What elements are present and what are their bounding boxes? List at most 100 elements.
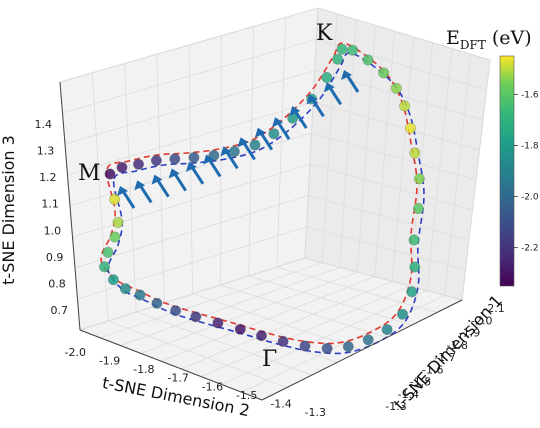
data-point [190, 311, 202, 323]
z-tick-label: 1.2 [39, 171, 57, 184]
data-point [413, 173, 425, 185]
colorbar-title: EDFT (eV) [446, 27, 532, 52]
data-point [212, 317, 224, 329]
grid-line [136, 311, 313, 376]
data-point [381, 324, 393, 336]
arrow-head [220, 146, 232, 157]
data-point [390, 82, 402, 94]
z-tick-label: 0.7 [51, 304, 69, 317]
grid-line [124, 63, 137, 313]
x-tick-label: -1.6 [422, 363, 443, 376]
arrow-shaft [121, 190, 136, 209]
arrow-shaft [259, 131, 274, 151]
grid-line [100, 262, 323, 339]
arrow-head [323, 82, 335, 93]
z-axis-line [59, 81, 81, 331]
z-tick-label: 1.4 [35, 118, 53, 131]
label-M: M [78, 161, 101, 186]
grid-line [91, 72, 109, 322]
arrow-shaft [328, 86, 343, 106]
data-point [104, 168, 116, 180]
data-point [362, 54, 374, 66]
grid-line [160, 276, 375, 362]
grid-line [220, 284, 388, 338]
grid-line [339, 19, 357, 268]
x-tick-label: -1.7 [434, 351, 455, 364]
y-tick-labels: -2.0 -1.9 -1.8 -1.7 -1.6 -1.5 -1.4 -1.3 [65, 346, 326, 419]
x-tick-label: -1.8 [447, 339, 468, 352]
colorbar-tick-label: -1.6 [521, 90, 539, 100]
grid-line [461, 59, 491, 301]
colorbar [499, 55, 515, 287]
data-point [362, 334, 374, 346]
z-axis-label: t-SNE Dimension 3 [0, 135, 18, 285]
data-point [99, 261, 111, 273]
path-line [107, 52, 425, 355]
data-point [150, 155, 162, 167]
arrow-head [237, 137, 249, 148]
arrow-head [289, 106, 301, 117]
x-tick-labels: -1.3-1.4-1.5-1.6-1.7-1.8-1.9-2.0-2.1 [385, 302, 504, 413]
data-point [109, 231, 121, 243]
data-point [412, 203, 424, 215]
x-tick-label: -2.1 [483, 302, 504, 315]
data-point [151, 297, 163, 309]
data-point [396, 308, 408, 320]
data-point [133, 158, 145, 170]
arrow-shaft [242, 141, 256, 161]
path-line [100, 42, 418, 345]
z-tick-labels: 0.7 0.8 0.9 1.0 1.1 1.2 1.3 1.4 [35, 118, 69, 317]
x-tick-label: -1.4 [398, 388, 419, 401]
arrow-shaft [173, 172, 187, 192]
data-point [321, 72, 333, 84]
grid-line [444, 54, 472, 296]
y-tick-label: -1.8 [133, 363, 154, 376]
data-point [347, 44, 359, 56]
data-point [299, 340, 311, 352]
z-tick-label: 0.9 [46, 251, 64, 264]
arrow-shaft [276, 121, 291, 141]
arrow-head [341, 70, 352, 80]
y-tick-label: -1.3 [305, 406, 326, 419]
label-K: K [316, 21, 333, 46]
grid-line [79, 257, 306, 331]
colorbar-tick-label: -1.8 [521, 141, 539, 151]
data-point [332, 53, 344, 65]
path-lines [100, 42, 425, 355]
data-point [336, 43, 348, 55]
grid-line [276, 17, 287, 268]
grid-line [391, 36, 414, 282]
data-point [109, 193, 121, 205]
arrow-head [117, 186, 128, 196]
data-points [99, 43, 425, 354]
arrow-shaft [345, 74, 360, 93]
grid-line [221, 290, 428, 385]
y-tick-label: -1.6 [202, 380, 223, 393]
label-Gamma: Γ [262, 347, 277, 372]
data-point [342, 341, 354, 353]
data-point [234, 323, 246, 335]
data-point [134, 289, 146, 301]
x-tick-label: -1.3 [385, 400, 406, 413]
y-axis-line [79, 329, 263, 401]
data-point [406, 286, 418, 298]
arrow-head [203, 154, 215, 165]
arrow-shaft [225, 150, 239, 170]
grid-line [409, 42, 434, 287]
z-tick-label: 1.3 [37, 145, 55, 158]
data-point [404, 122, 416, 134]
data-point [277, 335, 289, 347]
data-point [321, 342, 333, 354]
data-point [409, 147, 421, 159]
arrow-shaft [311, 98, 325, 118]
colorbar-tick-label: -2.0 [521, 193, 539, 203]
x-tick-label: -1.5 [410, 376, 431, 389]
data-point [107, 274, 119, 286]
arrow-head [168, 168, 180, 179]
data-point [255, 330, 267, 342]
data-point [399, 100, 411, 112]
grid-line [120, 266, 341, 346]
z-tick-label: 0.8 [48, 277, 66, 290]
z-tick-label: 1.1 [41, 198, 59, 211]
